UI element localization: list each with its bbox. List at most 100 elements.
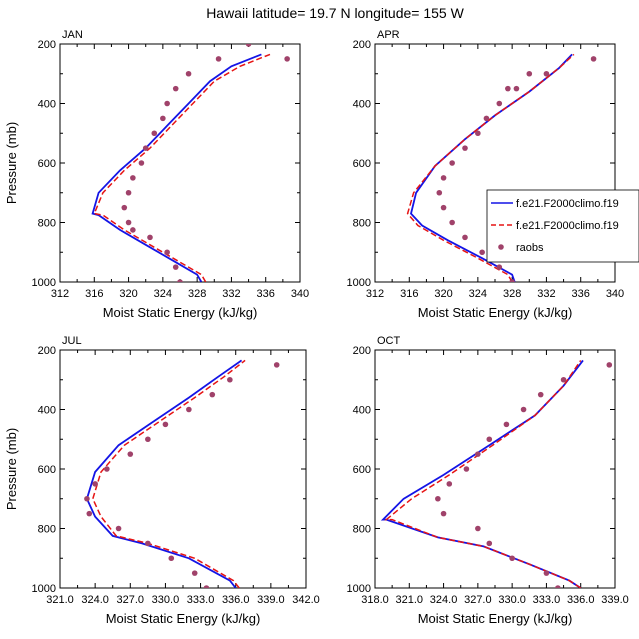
y-tick-label: 400	[38, 99, 56, 111]
raobs-point	[503, 421, 510, 428]
x-tick-label: 332	[537, 288, 555, 300]
y-tick-label: 600	[38, 464, 56, 476]
raobs-point	[462, 234, 468, 241]
raobs-point	[475, 451, 481, 457]
raobs-point	[162, 421, 169, 428]
x-tick-label: 333.0	[533, 594, 561, 606]
x-tick-label: 340	[291, 288, 309, 300]
raobs-point	[463, 466, 470, 472]
panel-title: JAN	[62, 29, 83, 41]
y-tick-label: 200	[38, 39, 56, 51]
x-tick-label: 342.0	[292, 594, 320, 606]
x-tick-label: 316	[400, 288, 418, 300]
y-tick-label: 1000	[347, 583, 371, 595]
x-tick-label: 320	[119, 288, 137, 300]
raobs-point	[509, 555, 515, 562]
raobs-point	[479, 249, 485, 256]
legend-label: f.e21.F2000climo.f19	[516, 220, 619, 232]
raobs-point	[475, 525, 481, 532]
y-tick-label: 600	[353, 464, 371, 476]
y-tick-label: 1000	[32, 277, 56, 289]
series-group	[406, 53, 597, 282]
panel-oct: OCT 318.0 321.0 324.0 327.0 330.0 333.0 336.0 33…	[347, 335, 629, 626]
x-tick-label: 327.0	[117, 594, 145, 606]
series-group	[84, 359, 280, 588]
raobs-point	[245, 44, 252, 47]
raobs-point	[160, 115, 166, 122]
y-tick-label: 800	[38, 218, 56, 230]
raobs-point	[526, 70, 533, 77]
raobs-point	[436, 189, 443, 196]
x-tick-label: 324.0	[430, 594, 458, 606]
raobs-point	[496, 264, 503, 270]
x-tick-label: 320	[434, 288, 452, 300]
panel-title: JUL	[62, 335, 82, 347]
raobs-point	[284, 56, 290, 62]
raobs-point	[151, 130, 158, 137]
y-tick-label: 1000	[32, 583, 56, 595]
raobs-point	[145, 540, 151, 547]
x-tick-label: 333.0	[187, 594, 215, 606]
y-axis-title: Pressure (mb)	[4, 428, 19, 510]
series-line-solid	[91, 53, 262, 282]
raobs-point	[142, 145, 149, 151]
y-tick-label: 200	[353, 345, 371, 357]
raobs-point	[191, 570, 198, 576]
raobs-point	[177, 279, 183, 282]
y-tick-label: 1000	[347, 277, 371, 289]
series-line-dashed	[384, 359, 582, 588]
y-tick-label: 400	[38, 405, 56, 417]
raobs-point	[520, 406, 527, 413]
figure-title: Hawaii latitude= 19.7 N longitude= 155 W	[206, 5, 464, 21]
raobs-point	[483, 115, 490, 122]
x-tick-label: 316	[85, 288, 103, 300]
y-tick-label: 800	[353, 218, 371, 230]
panel-apr: APR 312 316 320 324 328 332 336 340 200 400 600 800 1…	[347, 29, 625, 320]
raobs-point	[590, 56, 597, 62]
raobs-point	[440, 175, 447, 181]
raobs-point	[168, 555, 175, 562]
series-line-dashed	[91, 359, 246, 588]
series-line-solid	[380, 359, 584, 588]
x-tick-label: 324	[469, 288, 487, 300]
x-tick-label: 321.0	[396, 594, 424, 606]
raobs-point	[486, 540, 493, 547]
raobs-point	[227, 376, 233, 383]
raobs-point	[172, 264, 179, 270]
x-tick-label: 312	[366, 288, 384, 300]
panel-jan: JAN 312 316 320 324 328 332 336 340 200 400 600 800 1…	[4, 29, 309, 320]
raobs-point	[446, 481, 453, 487]
raobs-point	[147, 234, 153, 241]
y-tick-label: 600	[353, 158, 371, 170]
raobs-point	[475, 130, 481, 137]
series-group	[380, 359, 613, 588]
raobs-point	[606, 362, 613, 368]
raobs-point	[440, 510, 447, 517]
panels: JAN 312 316 320 324 328 332 336 340 200 400 600 800 1…	[4, 29, 639, 626]
raobs-point	[138, 160, 145, 166]
raobs-point	[449, 160, 455, 166]
x-axis-title: Moist Static Energy (kJ/kg)	[418, 305, 573, 320]
x-tick-label: 330.0	[152, 594, 180, 606]
raobs-point	[164, 249, 170, 256]
raobs-point	[537, 391, 544, 398]
raobs-point	[509, 279, 515, 282]
x-tick-label: 339.0	[601, 594, 629, 606]
raobs-point	[185, 70, 192, 77]
x-tick-label: 330.0	[498, 594, 526, 606]
raobs-point	[486, 436, 493, 443]
x-tick-label: 328	[188, 288, 206, 300]
raobs-point	[496, 100, 503, 107]
raobs-point	[462, 145, 468, 151]
raobs-point	[125, 219, 132, 226]
raobs-point	[130, 175, 136, 181]
raobs-point	[121, 204, 128, 211]
raobs-point	[186, 406, 192, 413]
x-tick-label: 339.0	[257, 594, 285, 606]
plot-frame	[374, 349, 616, 589]
panel-title: OCT	[377, 335, 401, 347]
y-tick-label: 600	[38, 158, 56, 170]
raobs-point	[215, 56, 222, 62]
series-line-solid	[85, 359, 243, 588]
